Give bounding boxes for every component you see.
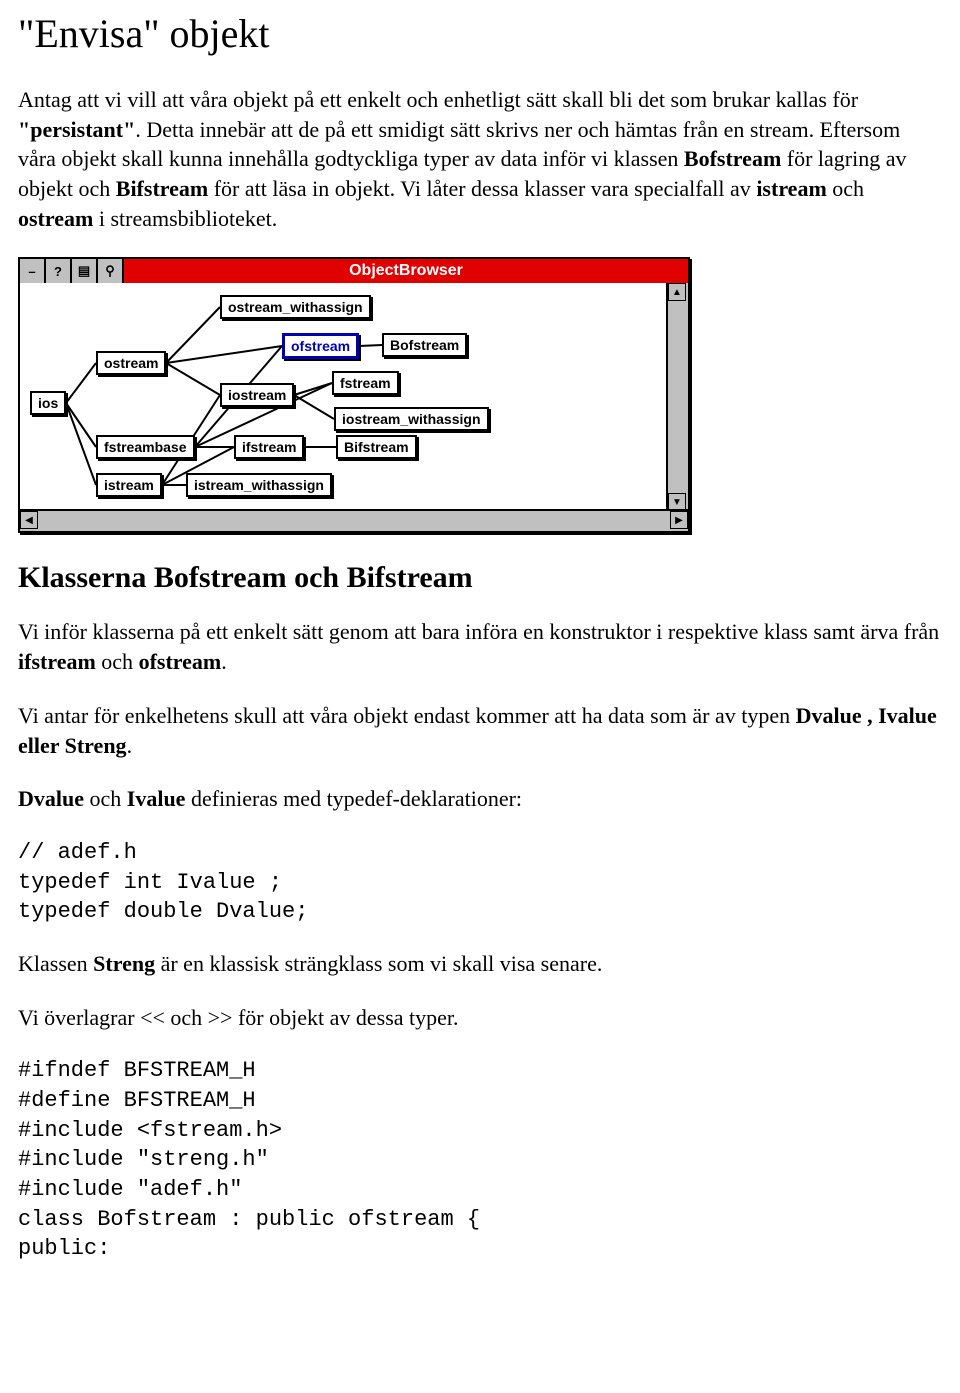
text: .	[221, 649, 227, 674]
text: Klassen	[18, 951, 93, 976]
help-icon[interactable]: ?	[46, 259, 72, 283]
para-3: Vi antar för enkelhetens skull att våra …	[18, 701, 942, 760]
para-6: Vi överlagrar << och >> för objekt av de…	[18, 1003, 942, 1033]
code-block-2: #ifndef BFSTREAM_H #define BFSTREAM_H #i…	[18, 1056, 942, 1264]
class-node-bofstream[interactable]: Bofstream	[382, 333, 467, 357]
class-node-ostream_withassign[interactable]: ostream_withassign	[220, 295, 371, 319]
class-node-istream_withassign[interactable]: istream_withassign	[186, 473, 332, 497]
text: för att läsa in objekt. Vi låter dessa k…	[208, 176, 756, 201]
class-node-ofstream[interactable]: ofstream	[282, 333, 359, 359]
term-streng: Streng	[93, 951, 155, 976]
titlebar-buttons: – ? ▤ ⚲	[20, 259, 124, 283]
text: definieras med typedef-deklarationer:	[185, 786, 522, 811]
vertical-scrollbar[interactable]: ▲ ▼	[666, 283, 688, 511]
scroll-right-icon[interactable]: ▶	[670, 511, 688, 529]
code-block-1: // adef.h typedef int Ivalue ; typedef d…	[18, 838, 942, 927]
window-titlebar: – ? ▤ ⚲ ObjectBrowser	[20, 259, 688, 283]
diagram-canvas[interactable]: ios ostream ostream_withassign ofstream Bofs…	[20, 283, 668, 511]
scroll-left-icon[interactable]: ◀	[20, 511, 38, 529]
text: Antag att vi vill att våra objekt på ett…	[18, 87, 858, 112]
term-ofstream: ofstream	[139, 649, 222, 674]
class-node-fstreambase[interactable]: fstreambase	[96, 435, 195, 459]
class-node-ostream[interactable]: ostream	[96, 351, 166, 375]
term-persistant: "persistant"	[18, 117, 135, 142]
document-icon[interactable]: ▤	[72, 259, 98, 283]
class-node-ifstream[interactable]: ifstream	[234, 435, 304, 459]
para-2: Vi inför klasserna på ett enkelt sätt ge…	[18, 617, 942, 676]
para-4: Dvalue och Ivalue definieras med typedef…	[18, 784, 942, 814]
horizontal-scrollbar[interactable]: ◀ ▶	[20, 509, 688, 531]
text: i streamsbiblioteket.	[93, 206, 277, 231]
text: är en klassisk strängklass som vi skall …	[155, 951, 602, 976]
term-ivalue: Ivalue	[127, 786, 186, 811]
intro-paragraph: Antag att vi vill att våra objekt på ett…	[18, 85, 942, 233]
page-title: "Envisa" objekt	[18, 10, 942, 57]
class-node-fstream[interactable]: fstream	[332, 371, 399, 395]
class-node-iostream[interactable]: iostream	[220, 383, 294, 407]
browser-body: ios ostream ostream_withassign ofstream Bofs…	[20, 283, 688, 531]
term-ostream: ostream	[18, 206, 93, 231]
scroll-up-icon[interactable]: ▲	[668, 283, 686, 301]
magnifier-icon[interactable]: ⚲	[98, 259, 124, 283]
term-bifstream: Bifstream	[116, 176, 208, 201]
para-5: Klassen Streng är en klassisk strängklas…	[18, 949, 942, 979]
text: .	[127, 733, 133, 758]
window-title: ObjectBrowser	[124, 259, 688, 283]
text: och	[96, 649, 139, 674]
section-heading: Klasserna Bofstream och Bifstream	[18, 561, 942, 595]
text: och	[84, 786, 127, 811]
window-control-minimize-icon[interactable]: –	[20, 259, 46, 283]
text: Vi inför klasserna på ett enkelt sätt ge…	[18, 619, 939, 644]
class-node-istream[interactable]: istream	[96, 473, 162, 497]
text: Vi antar för enkelhetens skull att våra …	[18, 703, 796, 728]
class-node-iostream_withassign[interactable]: iostream_withassign	[334, 407, 489, 431]
class-node-bifstream[interactable]: Bifstream	[336, 435, 417, 459]
term-dvalue: Dvalue	[18, 786, 84, 811]
class-node-ios[interactable]: ios	[30, 391, 66, 415]
term-ifstream: ifstream	[18, 649, 96, 674]
term-istream: istream	[756, 176, 826, 201]
term-bofstream: Bofstream	[684, 146, 781, 171]
text: och	[827, 176, 864, 201]
object-browser-window: – ? ▤ ⚲ ObjectBrowser ios ostream ostream_…	[18, 257, 690, 533]
